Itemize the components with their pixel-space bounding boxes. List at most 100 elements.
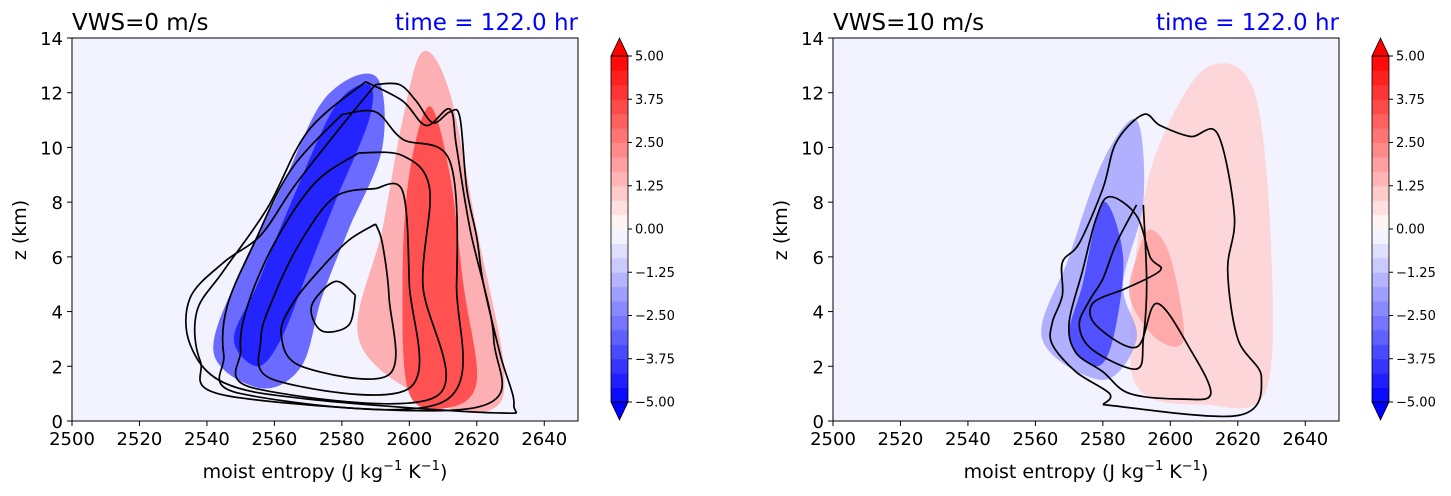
- colorbar-tick-label: 1.25: [1396, 179, 1425, 194]
- colorbar-segment: [611, 358, 628, 374]
- colorbar-segment: [611, 301, 628, 316]
- x-tick-label: 2540: [945, 429, 991, 450]
- colorbar-segment: [611, 387, 628, 403]
- colorbar-segment: [1372, 142, 1389, 158]
- plot-frame: [71, 37, 579, 422]
- colorbar-segment: [1372, 70, 1389, 86]
- colorbar-segment: [1372, 185, 1389, 201]
- colorbar-tick-label: 3.75: [1396, 93, 1425, 108]
- y-tick-label: 4: [52, 303, 63, 324]
- colorbar-segment: [611, 99, 628, 115]
- x-tick-label: 2500: [810, 429, 856, 450]
- colorbar-tick-label: −2.50: [635, 309, 675, 324]
- colorbar-segment: [1372, 171, 1389, 187]
- colorbar-tick-label: −5.00: [635, 396, 675, 411]
- colorbar-tick-label: −5.00: [1396, 396, 1436, 411]
- colorbar: −5.00 −3.75 −2.50 −1.25 0.00 1.25 2.50 3.75 5.00: [1371, 37, 1436, 421]
- colorbar-segment: [611, 229, 628, 244]
- y-tick-label: 8: [52, 193, 63, 214]
- y-tick-label: 10: [801, 138, 824, 159]
- x-tick-label: 2540: [184, 429, 230, 450]
- colorbar-tick-label: 2.50: [1396, 136, 1425, 151]
- colorbar-segment: [1372, 113, 1389, 129]
- x-axis-label: moist entropy (J kg−1 K−1): [964, 459, 1209, 483]
- x-tick-label: 2580: [319, 429, 365, 450]
- colorbar-tick-label: −1.25: [635, 266, 675, 281]
- colorbar-segment: [1372, 387, 1389, 403]
- colorbar-tick-label: 0.00: [635, 223, 664, 238]
- colorbar-segment: [611, 156, 628, 172]
- colorbar-segment: [1372, 329, 1389, 345]
- colorbar-segment: [611, 113, 628, 129]
- x-tick-label: 2580: [1080, 429, 1126, 450]
- panel-title: VWS=10 m/s: [833, 10, 984, 36]
- x-tick-label: 2620: [454, 429, 500, 450]
- panel-vws-0: 2500 2520 2540 2560 2580 2600 2620 2640 0 2 4 6 8 10…: [9, 10, 675, 483]
- contour-line: [280, 223, 397, 380]
- colorbar-tick-label: −3.75: [1396, 352, 1436, 367]
- colorbar-segment: [611, 272, 628, 288]
- y-axis-label: z (km): [9, 200, 31, 260]
- colorbar-segment: [1372, 243, 1389, 259]
- x-tick-label: 2600: [1147, 429, 1193, 450]
- contour-line: [1049, 113, 1263, 418]
- contour-line: [257, 182, 421, 396]
- x-tick-label: 2640: [521, 429, 567, 450]
- panel-subtitle: time = 122.0 hr: [395, 10, 579, 36]
- colorbar-tick-label: 5.00: [1396, 50, 1425, 65]
- y-tick-label: 12: [40, 84, 63, 105]
- y-tick-label: 8: [813, 193, 824, 214]
- colorbar-extend-max: [1371, 37, 1390, 57]
- x-axis-ticks: 2500 2520 2540 2560 2580 2600 2620 2640: [49, 421, 567, 450]
- colorbar-segment: [1372, 128, 1389, 143]
- colorbar-segment: [1372, 257, 1389, 273]
- colorbar-segment: [1372, 286, 1389, 302]
- colorbar-segment: [611, 56, 628, 71]
- x-tick-label: 2560: [1012, 429, 1058, 450]
- contour-line: [1078, 204, 1148, 370]
- colorbar-tick-label: −2.50: [1396, 309, 1436, 324]
- colorbar-tick-label: 3.75: [635, 93, 664, 108]
- contour-line: [193, 81, 504, 412]
- contour-line: [234, 151, 448, 405]
- panel-vws-10: 2500 2520 2540 2560 2580 2600 2620 2640 0 2 4 6 8 10…: [770, 10, 1436, 483]
- colorbar-tick-label: 5.00: [635, 50, 664, 65]
- y-tick-label: 0: [813, 412, 824, 433]
- y-tick-label: 2: [813, 357, 824, 378]
- colorbar-segment: [1372, 272, 1389, 288]
- colorbar: −5.00 −3.75 −2.50 −1.25 0.00 1.25 2.50 3.75 5.00: [610, 37, 675, 421]
- colorbar-tick-label: −1.25: [1396, 266, 1436, 281]
- colorbar-segment: [611, 344, 628, 360]
- contour-line: [310, 280, 357, 333]
- plot-frame: [832, 37, 1340, 422]
- colorbar-segment: [1372, 84, 1389, 100]
- colorbar-segment: [1372, 229, 1389, 244]
- colorbar-segment: [611, 171, 628, 187]
- y-tick-label: 0: [52, 412, 63, 433]
- colorbar-segment: [611, 315, 628, 331]
- colorbar-tick-label: 0.00: [1396, 223, 1425, 238]
- colorbar-segment: [611, 185, 628, 201]
- contour-lines: [1049, 113, 1263, 418]
- x-tick-label: 2600: [386, 429, 432, 450]
- colorbar-segment: [1372, 315, 1389, 331]
- filled-contours: [1041, 63, 1274, 409]
- x-tick-label: 2500: [49, 429, 95, 450]
- colorbar-segment: [611, 243, 628, 259]
- x-tick-label: 2640: [1282, 429, 1328, 450]
- panel-title: VWS=0 m/s: [72, 10, 208, 36]
- colorbar-tick-label: 1.25: [635, 179, 664, 194]
- x-axis-ticks: 2500 2520 2540 2560 2580 2600 2620 2640: [810, 421, 1328, 450]
- colorbar-segment: [611, 214, 628, 230]
- x-axis-label: moist entropy (J kg−1 K−1): [203, 459, 448, 483]
- colorbar-segment: [611, 373, 628, 389]
- y-tick-label: 6: [52, 248, 63, 269]
- y-tick-label: 2: [52, 357, 63, 378]
- colorbar-segment: [611, 70, 628, 86]
- x-tick-label: 2620: [1215, 429, 1261, 450]
- colorbar-tick-label: 2.50: [635, 136, 664, 151]
- x-tick-label: 2520: [117, 429, 163, 450]
- colorbar-segment: [611, 329, 628, 345]
- colorbar-segment: [611, 142, 628, 158]
